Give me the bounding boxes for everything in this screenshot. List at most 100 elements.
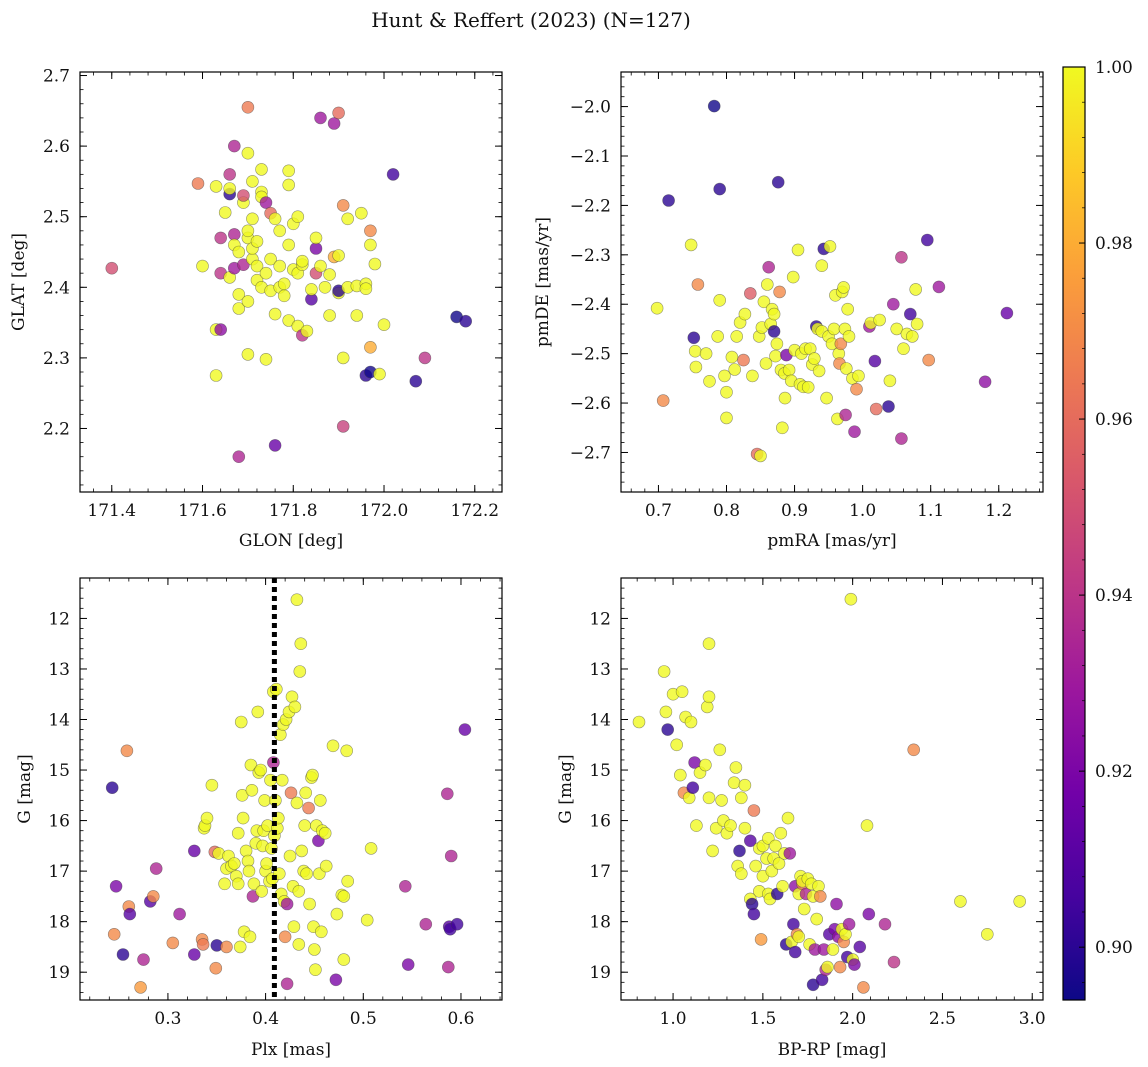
- y-tick-label: 12: [48, 609, 70, 629]
- panel-bprp-g: 1.0 1.5 2.0 2.5 3.0 12 13 14 15 16 17 18 19 BP-RP [m…: [556, 577, 1046, 1060]
- y-tick-label: 16: [48, 812, 70, 832]
- data-point: [842, 917, 856, 931]
- x-tick-label: 171.6: [178, 501, 227, 521]
- data-point: [336, 199, 350, 212]
- plot-frame: [79, 71, 503, 493]
- x-tick-label: 171.8: [269, 501, 318, 521]
- data-point: [259, 196, 273, 209]
- plot-frame: [79, 577, 503, 1001]
- data-point: [807, 352, 821, 365]
- data-point: [282, 164, 296, 178]
- data-point: [191, 177, 205, 190]
- data-point: [137, 953, 150, 966]
- data-point: [166, 936, 180, 950]
- data-point: [306, 768, 319, 782]
- data-point: [713, 743, 727, 757]
- data-point: [188, 948, 201, 961]
- data-point: [223, 168, 236, 181]
- scatter-points: [105, 593, 472, 994]
- x-tick-label: 0.3: [154, 1009, 181, 1029]
- data-point: [815, 259, 829, 273]
- data-point: [232, 450, 246, 464]
- data-point: [231, 877, 245, 891]
- data-point: [747, 907, 761, 921]
- data-point: [718, 369, 731, 383]
- x-tick-label: 0.5: [350, 1009, 377, 1029]
- data-point: [910, 317, 924, 331]
- x-axis-label: Plx [mas]: [251, 1040, 331, 1060]
- data-point: [318, 826, 332, 840]
- data-point: [737, 353, 750, 367]
- data-point: [236, 811, 250, 825]
- data-point: [873, 313, 886, 327]
- data-point: [291, 210, 305, 223]
- data-point: [293, 665, 307, 678]
- data-point: [116, 948, 130, 961]
- x-tick-label: 0.9: [781, 501, 808, 521]
- data-point: [760, 278, 774, 291]
- data-point: [247, 877, 261, 891]
- data-point: [303, 897, 316, 911]
- data-point: [313, 794, 327, 807]
- data-point: [188, 844, 201, 858]
- data-point: [762, 260, 776, 274]
- y-tick-label: −2.7: [570, 443, 611, 463]
- data-point: [295, 254, 309, 268]
- data-point: [134, 981, 147, 994]
- data-point: [280, 897, 294, 911]
- plot-frame: [620, 71, 1044, 493]
- data-point: [728, 363, 742, 376]
- data-point: [713, 293, 727, 307]
- y-tick-label: −2.2: [570, 196, 611, 216]
- data-point: [887, 955, 901, 969]
- data-point: [330, 907, 344, 921]
- panel-pmra-pmde: 0.7 0.8 0.9 1.0 1.1 1.2 −2.0 −2.1 −2.2 −2.3 −2.4 −2…: [533, 71, 1044, 551]
- data-point: [309, 231, 323, 245]
- data-point: [869, 402, 883, 416]
- data-point: [107, 927, 121, 941]
- data-point: [684, 715, 698, 729]
- data-point: [662, 194, 675, 207]
- data-point: [769, 839, 782, 853]
- data-point: [398, 879, 412, 893]
- x-tick-label: 3.0: [1019, 1009, 1046, 1029]
- scatter-points: [105, 101, 473, 464]
- data-point: [318, 280, 332, 294]
- data-point: [277, 289, 291, 303]
- data-point: [292, 884, 306, 898]
- y-tick-label: 18: [48, 913, 70, 933]
- data-point: [218, 206, 232, 219]
- data-point: [812, 364, 826, 378]
- data-point: [833, 960, 847, 974]
- data-point: [418, 351, 432, 365]
- data-point: [231, 826, 245, 840]
- data-point: [364, 238, 377, 252]
- data-point: [458, 723, 472, 736]
- data-point: [711, 330, 725, 343]
- data-point: [255, 884, 269, 898]
- data-point: [268, 439, 282, 452]
- data-point: [255, 163, 268, 176]
- data-point: [264, 252, 277, 266]
- data-point: [300, 324, 314, 338]
- data-point: [214, 231, 227, 245]
- data-point: [298, 819, 312, 832]
- data-point: [149, 862, 163, 875]
- data-point: [686, 781, 700, 795]
- data-point: [713, 182, 727, 196]
- y-tick-label: −2.3: [570, 246, 611, 266]
- y-tick-label: 17: [48, 862, 70, 882]
- data-point: [360, 913, 374, 927]
- data-point: [326, 739, 340, 753]
- data-point: [749, 859, 763, 873]
- data-point: [105, 261, 119, 275]
- data-point: [844, 592, 858, 606]
- data-point: [801, 380, 815, 394]
- data-point: [308, 943, 321, 956]
- data-point: [767, 307, 781, 321]
- data-point: [860, 819, 874, 832]
- data-point: [323, 309, 336, 322]
- data-point: [661, 723, 675, 736]
- data-point: [282, 314, 296, 327]
- data-point: [810, 912, 824, 926]
